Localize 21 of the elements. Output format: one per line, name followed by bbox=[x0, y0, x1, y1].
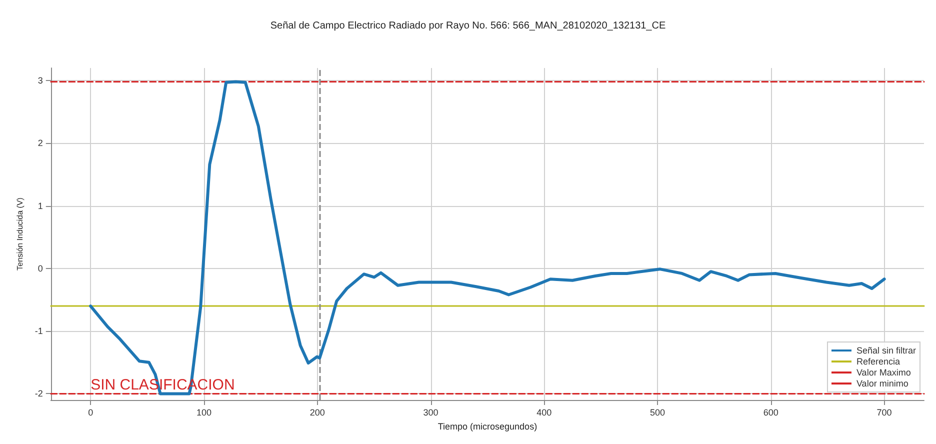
y-axis-title: Tensión Inducida (V) bbox=[16, 197, 24, 270]
x-tick-label: 200 bbox=[310, 408, 325, 418]
y-tick-label: 2 bbox=[38, 138, 43, 148]
legend-label: Valor Maximo bbox=[856, 368, 911, 378]
x-tick-label: 300 bbox=[423, 408, 438, 418]
y-tick-label: -2 bbox=[34, 388, 43, 399]
legend-label: Referencia bbox=[856, 356, 900, 366]
legend-label: Señal sin filtrar bbox=[856, 346, 916, 356]
x-tick-label: 0 bbox=[88, 408, 94, 418]
x-tick-label: 600 bbox=[763, 408, 778, 418]
y-tick-label: 1 bbox=[38, 200, 43, 211]
legend-label: Valor minimo bbox=[856, 378, 908, 388]
x-tick-label: 700 bbox=[876, 408, 892, 418]
x-axis-title: Tiempo (microsegundos) bbox=[438, 422, 538, 432]
chart-title: Señal de Campo Electrico Radiado por Rayo No. 566: 566_MAN_28102020_132131_CE bbox=[270, 20, 666, 32]
y-tick-label: 0 bbox=[38, 263, 43, 274]
y-tick-label: 3 bbox=[38, 76, 43, 86]
x-tick-label: 100 bbox=[196, 408, 212, 418]
x-tick-label: 500 bbox=[650, 408, 666, 418]
y-tick-label: -1 bbox=[34, 326, 43, 336]
x-tick-label: 400 bbox=[536, 408, 552, 418]
